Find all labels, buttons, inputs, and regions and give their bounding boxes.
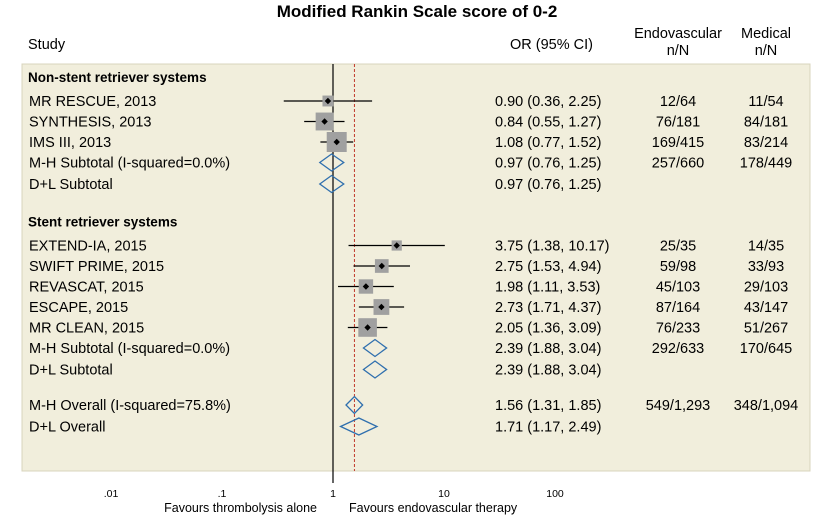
x-label-right: Favours endovascular therapy xyxy=(349,501,518,515)
row-endovascular-count-0-2: 169/415 xyxy=(652,135,704,151)
point-estimate-1-0 xyxy=(393,242,400,249)
row-medical-count-0-0: 178/449 xyxy=(740,156,792,172)
row-label-0-1: SYNTHESIS, 2013 xyxy=(29,115,152,131)
point-estimate-0-2 xyxy=(333,138,340,146)
row-label-0-2: IMS III, 2013 xyxy=(29,135,111,151)
pooled-diamond-1-0 xyxy=(362,338,388,358)
x-label-left: Favours thrombolysis alone xyxy=(164,501,317,515)
row-or-ci-overall-0: 1.56 (1.31, 1.85) xyxy=(495,398,601,414)
point-estimate-1-2 xyxy=(362,283,370,290)
row-or-ci-0-2: 1.08 (0.77, 1.52) xyxy=(495,135,601,151)
medical-header-line1: Medical xyxy=(741,26,791,42)
row-or-ci-1-1: 2.39 (1.88, 3.04) xyxy=(495,363,601,379)
row-medical-count-1-0: 170/645 xyxy=(740,341,792,357)
row-medical-count-overall-0: 348/1,094 xyxy=(734,398,799,414)
row-label-1-0: EXTEND-IA, 2015 xyxy=(29,239,147,255)
chart-title: Modified Rankin Scale score of 0-2 xyxy=(276,2,558,21)
x-tick-label-3: 10 xyxy=(438,488,450,500)
point-estimate-1-1 xyxy=(378,262,385,270)
row-endovascular-count-1-0: 25/35 xyxy=(660,239,696,255)
pooled-diamond-overall-1 xyxy=(339,417,379,436)
row-endovascular-count-1-4: 76/233 xyxy=(656,321,700,337)
pooled-diamond-1-1 xyxy=(362,360,388,379)
group-header-1: Stent retriever systems xyxy=(28,215,177,230)
row-endovascular-count-1-2: 45/103 xyxy=(656,280,700,296)
endovascular-column-header: Endovascular n/N xyxy=(628,26,728,60)
pooled-diamond-0-0 xyxy=(318,153,345,172)
row-label-overall-0: M-H Overall (I-squared=75.8%) xyxy=(29,398,231,414)
row-label-1-1: SWIFT PRIME, 2015 xyxy=(29,259,164,275)
row-endovascular-count-0-0: 257/660 xyxy=(652,156,704,172)
study-column-header: Study xyxy=(28,37,66,53)
group-header-0: Non-stent retriever systems xyxy=(28,70,207,85)
row-label-overall-1: D+L Overall xyxy=(29,420,105,436)
row-or-ci-1-0: 3.75 (1.38, 10.17) xyxy=(495,239,609,255)
point-estimate-1-3 xyxy=(378,303,385,311)
row-endovascular-count-1-1: 59/98 xyxy=(660,259,696,275)
point-estimate-0-0 xyxy=(324,97,332,105)
row-or-ci-1-3: 2.73 (1.71, 4.37) xyxy=(495,300,601,316)
row-label-0-1: D+L Subtotal xyxy=(29,177,113,193)
row-label-1-2: REVASCAT, 2015 xyxy=(29,280,144,296)
row-or-ci-0-0: 0.90 (0.36, 2.25) xyxy=(495,94,601,110)
row-endovascular-count-1-3: 87/164 xyxy=(656,300,700,316)
row-label-1-1: D+L Subtotal xyxy=(29,363,113,379)
row-medical-count-1-1: 33/93 xyxy=(748,259,784,275)
point-estimate-1-4 xyxy=(364,324,371,331)
row-medical-count-0-2: 83/214 xyxy=(744,135,788,151)
row-or-ci-0-1: 0.97 (0.76, 1.25) xyxy=(495,177,601,193)
row-endovascular-count-overall-0: 549/1,293 xyxy=(646,398,711,414)
or-column-header: OR (95% CI) xyxy=(510,37,593,53)
row-or-ci-overall-1: 1.71 (1.17, 2.49) xyxy=(495,420,601,436)
medical-header-line2: n/N xyxy=(754,43,778,59)
row-or-ci-0-1: 0.84 (0.55, 1.27) xyxy=(495,115,601,131)
pooled-diamond-overall-0 xyxy=(345,395,364,415)
row-label-0-0: MR RESCUE, 2013 xyxy=(29,94,156,110)
row-medical-count-1-2: 29/103 xyxy=(744,280,788,296)
x-tick-label-0: .01 xyxy=(104,488,119,500)
x-tick-label-2: 1 xyxy=(330,488,336,500)
row-medical-count-1-0: 14/35 xyxy=(748,239,784,255)
medical-column-header: Medical n/N xyxy=(728,26,804,60)
row-medical-count-0-0: 11/54 xyxy=(748,94,783,110)
row-or-ci-1-0: 2.39 (1.88, 3.04) xyxy=(495,341,601,357)
row-or-ci-1-2: 1.98 (1.11, 3.53) xyxy=(495,280,600,296)
endovascular-header-line2: n/N xyxy=(666,43,690,59)
row-or-ci-1-4: 2.05 (1.36, 3.09) xyxy=(495,321,601,337)
row-or-ci-0-0: 0.97 (0.76, 1.25) xyxy=(495,156,601,172)
row-label-1-0: M-H Subtotal (I-squared=0.0%) xyxy=(29,341,230,357)
endovascular-header-line1: Endovascular xyxy=(634,26,722,42)
row-endovascular-count-1-0: 292/633 xyxy=(652,341,704,357)
row-endovascular-count-0-1: 76/181 xyxy=(656,115,700,131)
point-estimate-0-1 xyxy=(321,118,328,125)
row-label-1-4: MR CLEAN, 2015 xyxy=(29,321,144,337)
row-medical-count-1-3: 43/147 xyxy=(744,300,788,316)
row-label-1-3: ESCAPE, 2015 xyxy=(29,300,128,316)
x-tick-label-4: 100 xyxy=(546,488,564,500)
row-medical-count-0-1: 84/181 xyxy=(744,115,788,131)
row-label-0-0: M-H Subtotal (I-squared=0.0%) xyxy=(29,156,230,172)
row-endovascular-count-0-0: 12/64 xyxy=(660,94,696,110)
pooled-diamond-0-1 xyxy=(318,174,345,194)
row-or-ci-1-1: 2.75 (1.53, 4.94) xyxy=(495,259,601,275)
row-medical-count-1-4: 51/267 xyxy=(744,321,788,337)
x-tick-label-1: .1 xyxy=(218,488,227,500)
plot-panel xyxy=(21,63,811,472)
